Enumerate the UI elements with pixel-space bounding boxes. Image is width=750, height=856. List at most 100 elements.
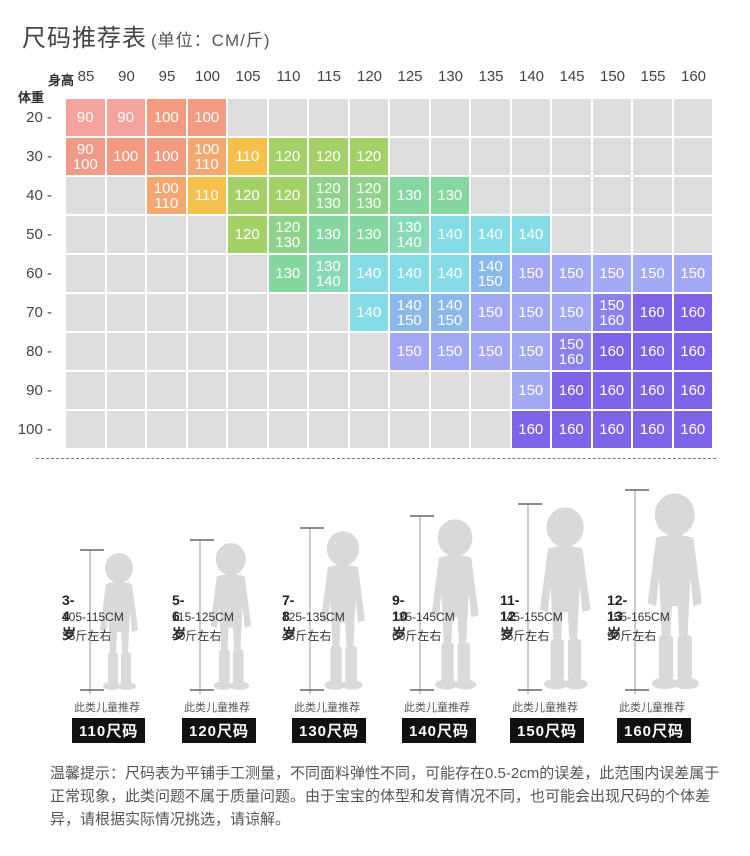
- height-label: 155: [640, 68, 666, 85]
- kid-height-range: 115-125CM: [172, 610, 234, 624]
- page-title: 尺码推荐表 (单位：CM/斤): [22, 18, 270, 53]
- empty-cell: [106, 372, 145, 409]
- empty-cell: [187, 216, 226, 253]
- empty-cell: [66, 333, 105, 370]
- empty-cell: [268, 372, 307, 409]
- size-cell: 130: [309, 216, 348, 253]
- size-cell: 140: [349, 294, 388, 331]
- height-label: 150: [599, 68, 626, 85]
- empty-cell: [187, 411, 226, 448]
- weight-label: 30 -: [26, 148, 52, 165]
- size-cell: 100: [147, 99, 186, 136]
- size-cell: 120: [228, 216, 267, 253]
- empty-cell: [106, 333, 145, 370]
- size-cell: 150: [633, 255, 672, 292]
- size-value: 150: [558, 335, 584, 353]
- height-label: 125: [397, 68, 423, 85]
- size-value: 150: [477, 304, 503, 321]
- empty-cell: [592, 99, 631, 136]
- size-value: 160: [558, 350, 584, 368]
- kid-height-range: 135-145CM: [392, 610, 455, 624]
- empty-cell: [66, 177, 105, 214]
- size-value: 140: [518, 226, 544, 243]
- empty-cell: [106, 411, 145, 448]
- size-cell: 140: [430, 255, 469, 292]
- empty-cell: [309, 333, 348, 370]
- size-cell: 150: [471, 294, 510, 331]
- size-value: 120: [275, 187, 301, 204]
- kid-height-range: 145-155CM: [500, 610, 563, 624]
- size-cell: 160: [592, 333, 631, 370]
- empty-cell: [592, 177, 631, 214]
- kid-recommend-label: 此类儿童推荐: [404, 702, 470, 714]
- size-cell: 160: [673, 372, 712, 409]
- size-value: 150: [477, 343, 503, 360]
- size-value: 160: [639, 382, 665, 399]
- size-cell: 140: [511, 216, 550, 253]
- empty-cell: [511, 177, 550, 214]
- empty-cell: [511, 138, 550, 175]
- kid-size-badge: 160尺码: [617, 718, 692, 743]
- size-value: 140: [396, 265, 422, 282]
- size-value: 160: [599, 382, 625, 399]
- empty-cell: [268, 294, 307, 331]
- size-value: 140: [396, 296, 422, 314]
- title-main: 尺码推荐表: [22, 25, 147, 52]
- size-cell: 100: [106, 138, 145, 175]
- empty-cell: [268, 99, 307, 136]
- weight-label: 40 -: [26, 187, 52, 204]
- child-silhouette-icon: [300, 527, 365, 694]
- size-cell: 160: [673, 294, 712, 331]
- weight-label: 60 -: [26, 265, 52, 282]
- empty-cell: [228, 294, 267, 331]
- size-value: 140: [356, 304, 382, 321]
- size-cell: 120: [268, 138, 307, 175]
- empty-cell: [349, 411, 388, 448]
- empty-cell: [147, 411, 186, 448]
- size-cell: 90: [106, 99, 145, 136]
- empty-cell: [471, 99, 510, 136]
- size-cell: 150: [430, 333, 469, 370]
- size-value: 120: [275, 148, 301, 165]
- size-value: 150: [558, 265, 584, 282]
- size-value: 100: [153, 109, 179, 126]
- kid-age: 7-8岁: [282, 592, 296, 642]
- size-value: 140: [477, 226, 503, 243]
- size-cell: 160: [552, 372, 591, 409]
- size-value: 160: [558, 421, 584, 438]
- size-value: 130: [315, 226, 341, 243]
- empty-cell: [471, 177, 510, 214]
- empty-cell: [390, 372, 429, 409]
- kid-age: 11-12岁: [500, 592, 520, 642]
- empty-cell: [228, 411, 267, 448]
- size-value: 110: [235, 148, 260, 165]
- size-value: 160: [599, 311, 625, 329]
- size-cell: 130 140: [309, 255, 348, 292]
- size-value: 120: [275, 218, 301, 236]
- size-value: 140: [437, 265, 463, 282]
- kid-recommend-label: 此类儿童推荐: [619, 702, 685, 714]
- size-cell: 150: [592, 255, 631, 292]
- empty-cell: [633, 99, 672, 136]
- empty-cell: [268, 333, 307, 370]
- kid-weight: 75斤左右: [500, 629, 550, 643]
- kid-size-badge: 130尺码: [292, 718, 367, 743]
- size-value: 100: [153, 148, 179, 165]
- size-cell: 120 130: [309, 177, 348, 214]
- kid-age: 9-10岁: [392, 592, 408, 642]
- size-cell: 130: [430, 177, 469, 214]
- empty-cell: [633, 216, 672, 253]
- kid-weight: 40斤左右: [172, 629, 222, 643]
- empty-cell: [430, 411, 469, 448]
- size-value: 140: [356, 265, 382, 282]
- size-cell: 150: [673, 255, 712, 292]
- kid-recommend-label: 此类儿童推荐: [184, 702, 250, 714]
- size-value: 150: [477, 272, 503, 290]
- size-cell: 100: [147, 138, 186, 175]
- weight-label: 80 -: [26, 343, 52, 360]
- size-cell: 150: [552, 255, 591, 292]
- empty-cell: [390, 138, 429, 175]
- height-label: 145: [559, 68, 585, 85]
- weight-label: 90 -: [26, 382, 52, 399]
- height-label: 85: [77, 68, 95, 85]
